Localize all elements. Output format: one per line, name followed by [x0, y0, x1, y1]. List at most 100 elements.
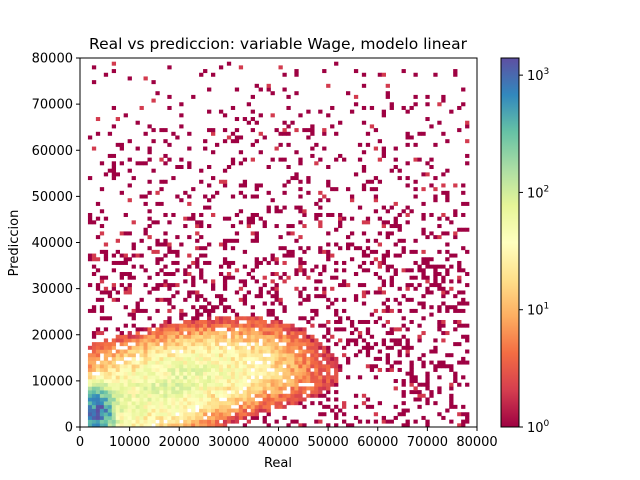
histogram-cell: [99, 401, 105, 406]
histogram-cell: [298, 375, 303, 380]
histogram-cell: [222, 371, 228, 376]
histogram-cell: [338, 327, 343, 332]
histogram-cell: [226, 371, 232, 376]
histogram-cell: [159, 364, 164, 369]
histogram-cell: [139, 342, 144, 347]
histogram-cell: [103, 390, 109, 395]
histogram-cell: [262, 382, 267, 387]
histogram-cell: [99, 305, 105, 310]
histogram-cell: [147, 423, 152, 428]
histogram-cell: [306, 176, 311, 181]
histogram-cell: [135, 301, 140, 306]
histogram-cell: [377, 316, 383, 321]
histogram-cell: [270, 334, 275, 339]
histogram-cell: [365, 331, 371, 336]
histogram-cell: [401, 316, 406, 321]
histogram-cell: [222, 356, 228, 361]
histogram-cell: [417, 390, 422, 395]
histogram-cell: [365, 246, 371, 251]
histogram-cell: [270, 356, 275, 361]
histogram-cell: [294, 371, 299, 376]
histogram-cell: [191, 345, 196, 350]
histogram-cell: [167, 423, 172, 428]
histogram-cell: [270, 91, 275, 96]
histogram-cell: [95, 327, 101, 332]
histogram-cell: [461, 308, 466, 313]
histogram-cell: [334, 297, 339, 302]
histogram-cell: [389, 283, 394, 288]
histogram-cell: [326, 356, 331, 361]
histogram-cell: [445, 257, 450, 262]
histogram-cell: [270, 360, 275, 365]
histogram-cell: [159, 401, 164, 406]
histogram-cell: [123, 401, 128, 406]
histogram-cell: [211, 401, 216, 406]
histogram-cell: [278, 386, 283, 391]
histogram-cell: [230, 345, 236, 350]
histogram-cell: [246, 327, 252, 332]
histogram-cell: [373, 319, 379, 324]
histogram-cell: [393, 165, 398, 169]
histogram-cell: [345, 187, 351, 192]
histogram-cell: [171, 356, 176, 361]
histogram-cell: [345, 242, 351, 247]
histogram-cell: [222, 286, 228, 291]
histogram-cell: [195, 353, 200, 358]
histogram-cell: [218, 331, 224, 336]
histogram-cell: [274, 209, 279, 214]
histogram-cell: [282, 323, 287, 328]
histogram-cell: [187, 412, 192, 417]
histogram-cell: [278, 356, 283, 361]
histogram-cell: [187, 161, 192, 166]
histogram-cell: [381, 419, 386, 424]
histogram-cell: [211, 128, 216, 133]
histogram-cell: [393, 342, 398, 347]
histogram-cell: [453, 379, 458, 384]
histogram-cell: [147, 371, 152, 376]
histogram-cell: [147, 124, 152, 129]
histogram-cell: [167, 371, 172, 376]
histogram-cell: [155, 390, 160, 395]
histogram-cell: [222, 216, 228, 221]
histogram-cell: [91, 364, 97, 369]
histogram-cell: [147, 342, 152, 347]
histogram-cell: [353, 393, 359, 398]
histogram-cell: [294, 205, 299, 210]
histogram-cell: [266, 349, 271, 354]
histogram-cell: [250, 327, 255, 332]
histogram-cell: [262, 371, 267, 376]
histogram-cell: [298, 113, 303, 118]
histogram-cell: [135, 345, 140, 350]
histogram-cell: [155, 423, 160, 428]
histogram-cell: [286, 231, 291, 236]
histogram-cell: [218, 323, 224, 328]
histogram-cell: [195, 367, 200, 372]
histogram-cell: [226, 316, 232, 321]
histogram-cell: [111, 415, 117, 420]
histogram-cell: [222, 338, 228, 343]
histogram-cell: [242, 364, 248, 369]
histogram-cell: [119, 353, 124, 358]
histogram-cell: [226, 375, 232, 380]
histogram-cell: [246, 342, 252, 347]
histogram-cell: [103, 356, 109, 361]
histogram-cell: [262, 356, 267, 361]
histogram-cell: [143, 404, 148, 409]
histogram-cell: [222, 345, 228, 350]
histogram-cell: [199, 319, 204, 324]
histogram-cell: [254, 390, 259, 395]
histogram-cell: [270, 113, 275, 118]
histogram-cell: [87, 353, 93, 358]
histogram-cell: [175, 342, 180, 347]
histogram-cell: [453, 404, 458, 409]
histogram-cell: [314, 375, 319, 380]
histogram-cell: [441, 190, 446, 195]
histogram-cell: [270, 331, 275, 336]
histogram-cell: [167, 308, 172, 313]
histogram-cell: [250, 401, 255, 406]
histogram-cell: [441, 331, 446, 336]
histogram-cell: [131, 423, 136, 428]
histogram-cell: [274, 404, 279, 409]
histogram-cell: [242, 294, 248, 299]
